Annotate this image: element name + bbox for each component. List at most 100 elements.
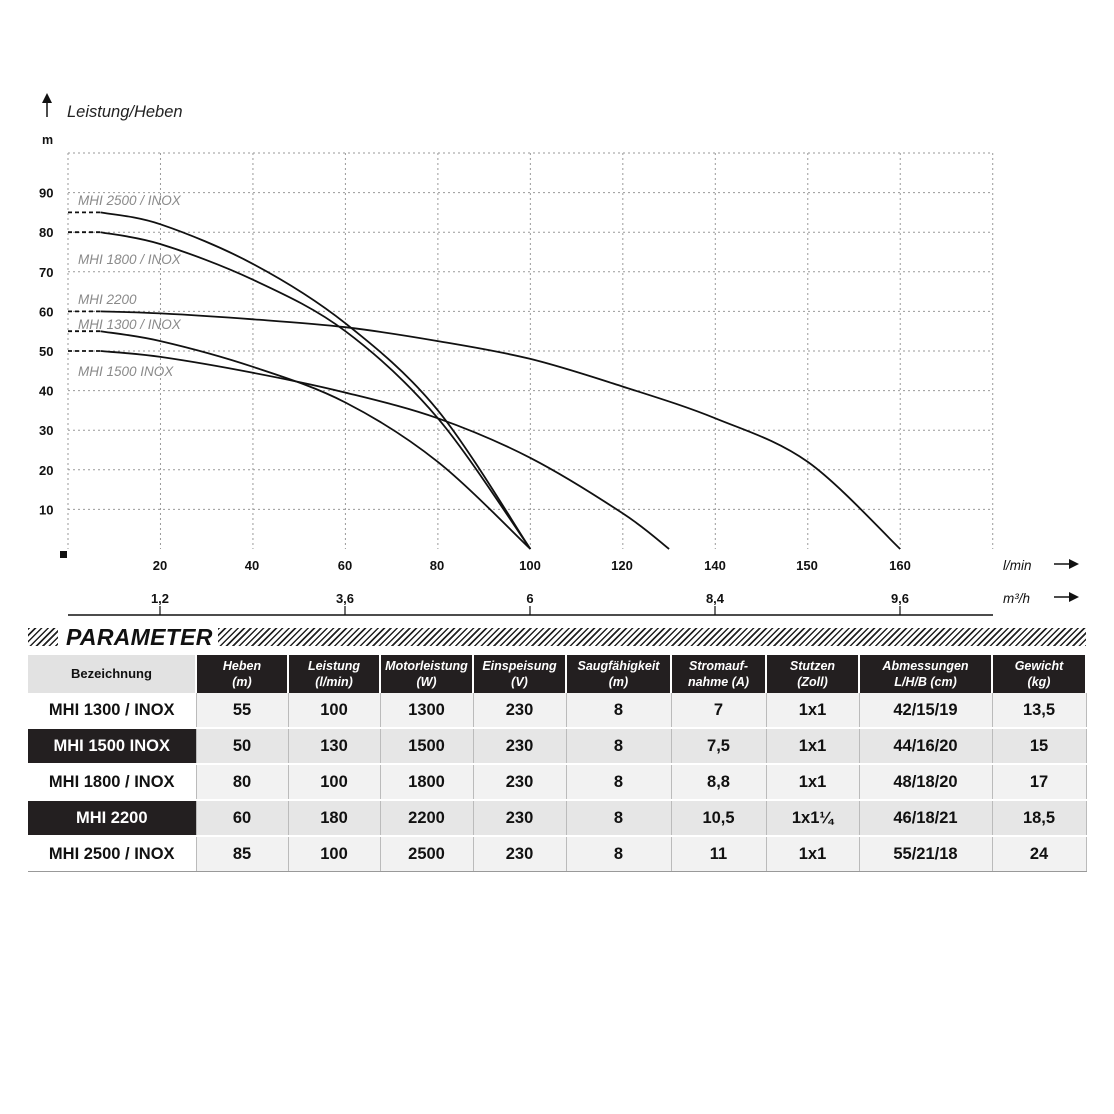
table-cell: 1x1: [766, 836, 860, 872]
row-model-name: MHI 2200: [28, 800, 197, 837]
row-model-name: MHI 1500 INOX: [28, 728, 197, 765]
table-cell: 130: [288, 728, 381, 765]
header-label-line2: (W): [416, 675, 437, 689]
table-header-cell: Stutzen (Zoll): [766, 655, 860, 693]
table-header-row: Bezeichnung Heben (m) Leistung (l/min) Motorl…: [28, 655, 1087, 693]
header-label-line1: Bezeichnung: [71, 666, 152, 681]
y-axis-label: Leistung/Heben: [67, 103, 183, 121]
table-cell: 24: [992, 836, 1087, 872]
series-2: [68, 310, 901, 550]
table-row: MHI 2200 60 180 2200 230 8 10,5 1x1¼ 46/18/21 18,…: [28, 800, 1087, 837]
table-cell: 13,5: [992, 693, 1087, 729]
header-label-line2: (kg): [1027, 675, 1051, 689]
table-cell: 50: [196, 728, 289, 765]
table-header-cell: Abmessungen L/H/B (cm): [859, 655, 993, 693]
y-tick-label: 70: [39, 265, 53, 280]
title-hatch-left: [28, 628, 58, 646]
y-tick-label: 30: [39, 423, 53, 438]
table-cell: 230: [473, 764, 567, 801]
y-tick-label: 50: [39, 344, 53, 359]
table-cell: 1300: [380, 693, 474, 729]
table-cell: 100: [288, 836, 381, 872]
x2-tick-label: 6: [526, 591, 533, 606]
series-label: MHI 1300 / INOX: [78, 317, 182, 332]
table-cell: 100: [288, 693, 381, 729]
x-tick-label: 150: [796, 558, 818, 573]
x-tick-label: 120: [611, 558, 633, 573]
chart-grid: [67, 152, 994, 549]
table-cell: 2200: [380, 800, 474, 837]
series-label: MHI 2500 / INOX: [78, 193, 182, 208]
table-cell: 230: [473, 693, 567, 729]
parameter-title: PARAMETER: [66, 624, 213, 650]
origin-marker: [60, 551, 67, 558]
header-label-line1: Heben: [222, 659, 262, 673]
y-tick-label: 10: [39, 502, 53, 517]
table-cell: 8: [566, 728, 672, 765]
table-cell: 7: [671, 693, 767, 729]
x-tick-label: 20: [153, 558, 167, 573]
pump-performance-chart: Leistung/Heben m 10 20 30 40 50 60 70 80 90 20 40 60 8…: [39, 93, 1079, 616]
series-0: [68, 211, 532, 550]
y-axis-arrow-head: [42, 93, 52, 103]
table-cell: 1500: [380, 728, 474, 765]
table-cell: 1x1: [766, 693, 860, 729]
header-label-line1: Einspeisung: [482, 659, 557, 673]
header-label-line1: Stromauf-: [688, 659, 749, 673]
table-cell: 2500: [380, 836, 474, 872]
header-label-line2: (V): [511, 675, 528, 689]
chart-axes: [42, 93, 1079, 616]
y-tick-label: 20: [39, 463, 53, 478]
table-cell: 42/15/19: [859, 693, 993, 729]
x-axis-unit-primary: l/min: [1003, 558, 1032, 573]
header-label-line1: Saugfähigkeit: [577, 659, 660, 673]
header-label-line2: nahme (A): [687, 675, 750, 689]
series-line: [100, 211, 532, 550]
header-label-line2: (m): [608, 675, 629, 689]
table-cell: 8: [566, 836, 672, 872]
header-label-line1: Stutzen: [789, 659, 836, 673]
x-tick-label: 80: [430, 558, 444, 573]
table-header-cell: Gewicht (kg): [992, 655, 1087, 693]
header-label-line2: (Zoll): [797, 675, 828, 689]
table-cell: 55/21/18: [859, 836, 993, 872]
x2-tick-label: 3,6: [336, 591, 354, 606]
x-tick-label: 60: [338, 558, 352, 573]
table-header-cell: Heben (m): [196, 655, 289, 693]
table-cell: 7,5: [671, 728, 767, 765]
parameter-title-bar: PARAMETER: [28, 624, 1086, 650]
series-line: [100, 231, 532, 550]
table-cell: 100: [288, 764, 381, 801]
y-tick-label: 60: [39, 304, 53, 319]
table-cell: 230: [473, 728, 567, 765]
series-label: MHI 1800 / INOX: [78, 252, 182, 267]
x-arrow-secondary-head: [1069, 592, 1079, 602]
table-row: MHI 1500 INOX 50 130 1500 230 8 7,5 1x1 44/16/20…: [28, 728, 1087, 765]
series-3: [68, 330, 532, 550]
series-line: [100, 350, 670, 550]
x-arrow-primary-head: [1069, 559, 1079, 569]
parameter-table: Bezeichnung Heben (m) Leistung (l/min) Motorl…: [28, 655, 1087, 872]
table-cell: 1x1¼: [766, 800, 860, 837]
table-cell: 10,5: [671, 800, 767, 837]
header-label-line1: Motorleistung: [385, 659, 468, 673]
series-label: MHI 1500 INOX: [78, 364, 174, 379]
header-label-line1: Leistung: [307, 659, 361, 673]
chart-labels: Leistung/Heben m 10 20 30 40 50 60 70 80 90 20 40 60 8…: [39, 103, 1032, 606]
table-header-cell: Motorleistung (W): [380, 655, 474, 693]
header-label-line2: (m): [232, 675, 252, 689]
table-cell: 18,5: [992, 800, 1087, 837]
table-cell: 230: [473, 800, 567, 837]
table-cell: 8: [566, 800, 672, 837]
table-cell: 55: [196, 693, 289, 729]
series-label: MHI 2200: [78, 292, 137, 307]
table-cell: 60: [196, 800, 289, 837]
x-tick-label: 40: [245, 558, 259, 573]
table-cell: 44/16/20: [859, 728, 993, 765]
row-model-name: MHI 2500 / INOX: [28, 836, 197, 872]
table-cell: 230: [473, 836, 567, 872]
table-cell: 180: [288, 800, 381, 837]
title-hatch-right: [218, 628, 1086, 646]
table-cell: 11: [671, 836, 767, 872]
header-label-line2: (l/min): [315, 675, 353, 689]
